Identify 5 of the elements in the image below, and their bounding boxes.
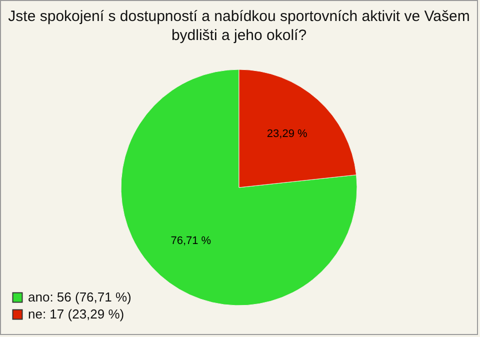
data-label: 76,71 %	[170, 235, 212, 248]
data-label: 23,29 %	[266, 128, 308, 140]
legend-label: ano: 56 (76,71 %)	[28, 290, 132, 304]
chart-title: Jste spokojení s dostupností a nabídkou sportovních aktivit ve Vašem bydlišti a jeho okolí?	[8, 8, 470, 44]
legend-label: ne: 17 (23,29 %)	[28, 306, 124, 322]
